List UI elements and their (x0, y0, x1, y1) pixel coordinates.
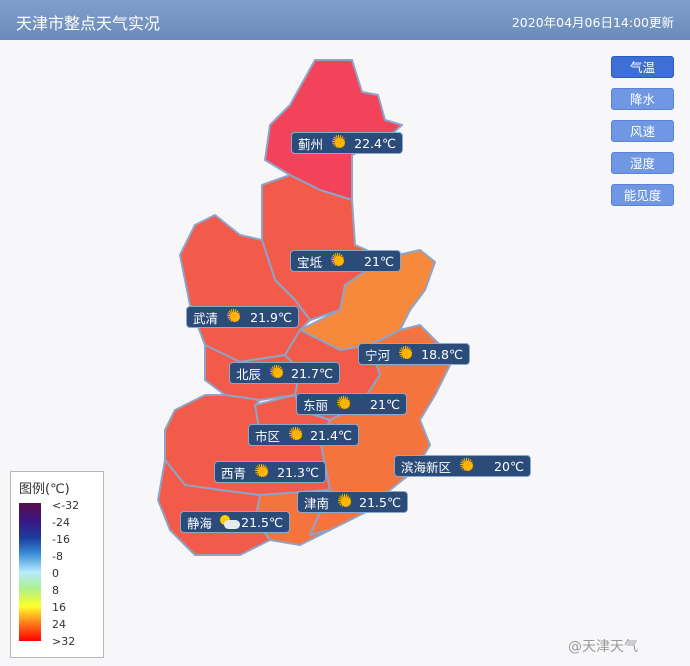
sun-icon (459, 454, 477, 478)
station-temp: 21.4℃ (310, 427, 352, 443)
station-name: 津南 (304, 495, 330, 511)
station-temp: 21.5℃ (241, 514, 283, 530)
sun-icon (398, 342, 415, 366)
station-label-ninghe[interactable]: 宁河 18.8℃ (358, 342, 470, 366)
legend-tick: 0 (52, 567, 59, 580)
legend-tick: -16 (52, 533, 70, 546)
station-temp: 20℃ (494, 458, 524, 474)
station-name: 北辰 (236, 366, 262, 382)
update-timestamp: 2020年04月06日14:00更新 (511, 15, 674, 30)
station-name: 静海 (187, 515, 213, 531)
mode-button-temperature[interactable]: 气温 (611, 56, 674, 78)
legend-tick: -24 (52, 516, 70, 529)
station-name: 宝坻 (297, 254, 323, 270)
station-label-jizhou[interactable]: 蓟州 22.4℃ (291, 131, 403, 155)
station-temp: 21℃ (364, 253, 394, 269)
station-name: 武清 (193, 310, 219, 326)
station-temp: 21.3℃ (277, 464, 319, 480)
station-label-shiqu[interactable]: 市区 21.4℃ (248, 423, 359, 447)
sun-icon (336, 392, 354, 416)
mode-button-humidity[interactable]: 湿度 (611, 152, 674, 174)
sun-icon (254, 460, 271, 484)
legend-tick: 8 (52, 584, 59, 597)
station-label-jinnan[interactable]: 津南 21.5℃ (297, 490, 408, 514)
mode-button-visibility[interactable]: 能见度 (611, 184, 674, 206)
station-name: 蓟州 (298, 136, 324, 152)
sun-icon (337, 490, 353, 514)
sun-icon (269, 361, 285, 385)
sun-icon (226, 305, 244, 329)
station-label-xiqing[interactable]: 西青 21.3℃ (214, 460, 326, 484)
station-label-baodi[interactable]: 宝坻 21℃ (290, 249, 401, 273)
map-canvas: 蓟州 22.4℃ 宝坻 21℃ 武清 21.9℃ 宁河 18.8℃ 北辰 21.… (0, 40, 690, 666)
station-temp: 18.8℃ (421, 346, 463, 362)
page-title: 天津市整点天气实况 (16, 14, 161, 33)
station-temp: 22.4℃ (354, 135, 396, 151)
legend-title: 图例(℃) (19, 482, 70, 497)
legend-tick: 16 (52, 601, 66, 614)
station-temp: 21.7℃ (291, 365, 333, 381)
legend-color-bar (19, 503, 41, 641)
legend-tick: <-32 (52, 499, 80, 512)
sun-icon (288, 423, 304, 447)
mode-button-precipitation[interactable]: 降水 (611, 88, 674, 110)
temperature-legend: 图例(℃) <-32 -24 -16 -8 0 8 16 24 >32 (10, 471, 104, 658)
station-label-dongli[interactable]: 东丽 21℃ (296, 392, 407, 416)
station-name: 东丽 (303, 397, 329, 413)
station-label-beichen[interactable]: 北辰 21.7℃ (229, 361, 340, 385)
header-bar: 天津市整点天气实况 2020年04月06日14:00更新 (0, 0, 690, 40)
station-name: 市区 (255, 428, 281, 444)
station-temp: 21.9℃ (250, 309, 292, 325)
sun-icon (331, 131, 348, 155)
region-jizhou (264, 59, 403, 201)
station-name: 宁河 (365, 347, 391, 363)
station-name: 滨海新区 (401, 459, 452, 475)
sun-icon (330, 249, 348, 273)
station-temp: 21.5℃ (359, 494, 401, 510)
station-name: 西青 (221, 465, 247, 481)
station-label-jinghai[interactable]: 静海 21.5℃ (180, 511, 290, 533)
watermark: @天津天气 (568, 639, 638, 655)
legend-tick: 24 (52, 618, 66, 631)
legend-tick: -8 (52, 550, 63, 563)
legend-tick: >32 (52, 635, 76, 648)
station-label-binhai[interactable]: 滨海新区 20℃ (394, 454, 531, 478)
station-label-wuqing[interactable]: 武清 21.9℃ (186, 305, 299, 329)
partly-cloudy-icon (220, 513, 241, 531)
mode-button-wind[interactable]: 风速 (611, 120, 674, 142)
station-temp: 21℃ (370, 396, 400, 412)
